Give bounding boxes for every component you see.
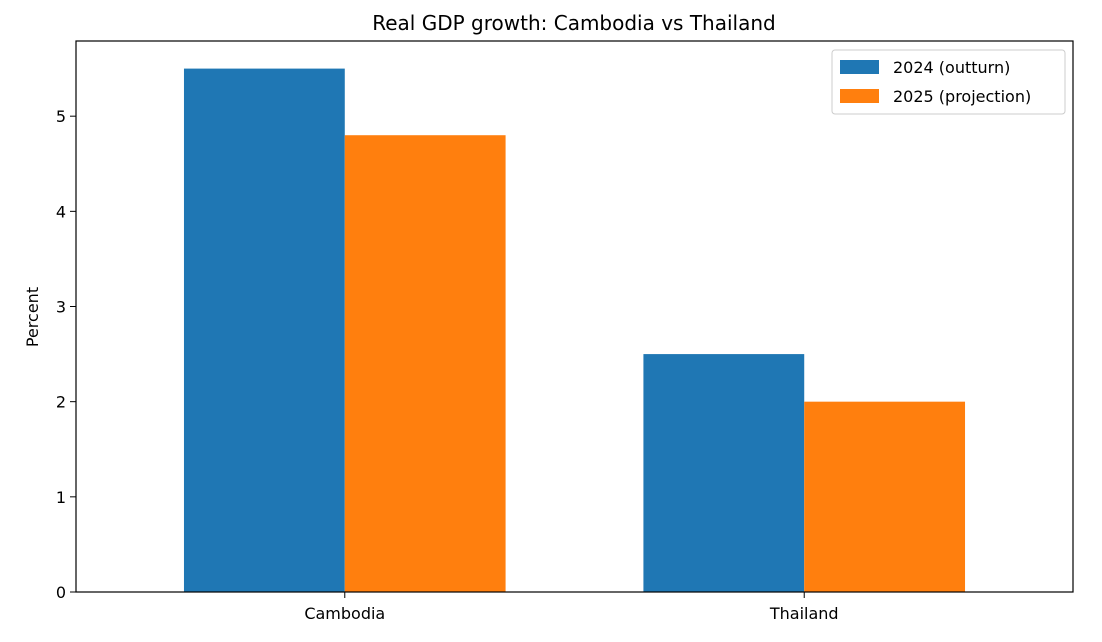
legend-label-2025: 2025 (projection) (893, 87, 1031, 106)
legend-label-2024: 2024 (outturn) (893, 58, 1010, 77)
bar-thailand-2025 (804, 401, 966, 592)
y-tick-label: 4 (56, 202, 66, 221)
y-tick-label: 2 (56, 393, 66, 412)
y-axis-label: Percent (23, 287, 42, 347)
legend-box (831, 49, 1066, 115)
y-tick-label: 1 (56, 488, 66, 507)
legend-swatch-2025 (840, 89, 879, 103)
chart-title: Real GDP growth: Cambodia vs Thailand (372, 11, 775, 35)
y-tick-label: 3 (56, 298, 66, 317)
legend-swatch-2024 (840, 60, 879, 74)
legend: 2024 (outturn) 2025 (projection) (831, 49, 1066, 115)
y-tick-label: 5 (56, 107, 66, 126)
y-axis-ticks: 0 1 2 3 4 5 (56, 107, 76, 602)
bars-group (183, 68, 966, 592)
x-tick-label-cambodia: Cambodia (304, 604, 385, 623)
bar-cambodia-2024 (183, 68, 345, 592)
bar-cambodia-2025 (344, 135, 506, 592)
plot-frame (75, 40, 1074, 593)
x-axis-ticks: Cambodia Thailand (304, 592, 839, 623)
bar-thailand-2024 (643, 354, 805, 592)
x-tick-label-thailand: Thailand (769, 604, 839, 623)
y-tick-label: 0 (56, 583, 66, 602)
